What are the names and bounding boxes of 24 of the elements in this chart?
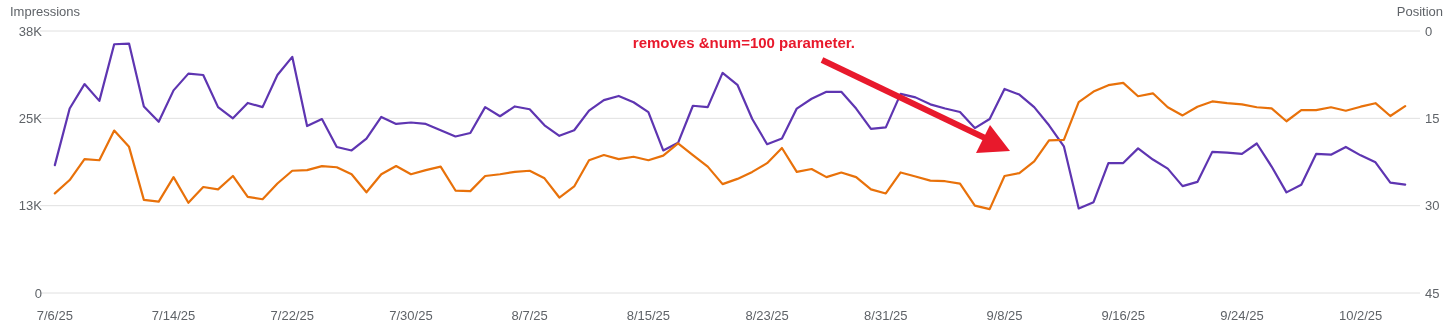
y2-tick-label: 45 (1425, 285, 1440, 301)
x-tick-label: 8/23/25 (745, 308, 789, 323)
x-tick-label: 7/6/25 (36, 308, 73, 323)
line-series (53, 81, 1407, 211)
y2-tick-label: 30 (1425, 198, 1440, 214)
y2-axis-title: Position (1396, 4, 1443, 19)
x-tick-label: 7/22/25 (270, 308, 314, 323)
y-axis-title: Impressions (10, 4, 81, 19)
annotation: removes &num=100 parameter. (632, 34, 855, 51)
x-tick-label: 10/2/25 (1338, 308, 1383, 323)
y2-tick-label: 0 (1425, 23, 1433, 39)
x-tick-label: 8/15/25 (626, 308, 671, 323)
y-tick-label: 25K (18, 110, 43, 126)
y-tick-label: 38K (18, 23, 43, 39)
x-tick-label: 8/31/25 (864, 308, 908, 323)
y-tick-label: 13K (18, 198, 43, 214)
x-tick-label: 9/24/25 (1220, 308, 1264, 323)
x-tick-label: 7/14/25 (151, 308, 196, 323)
x-tick-label: 7/30/25 (389, 308, 433, 323)
x-tick-label: 9/16/25 (1101, 308, 1145, 323)
y-tick-label: 0 (34, 285, 42, 301)
y2-tick-label: 15 (1425, 110, 1440, 126)
x-tick-label: 9/8/25 (986, 308, 1023, 323)
x-tick-label: 8/7/25 (511, 308, 548, 323)
